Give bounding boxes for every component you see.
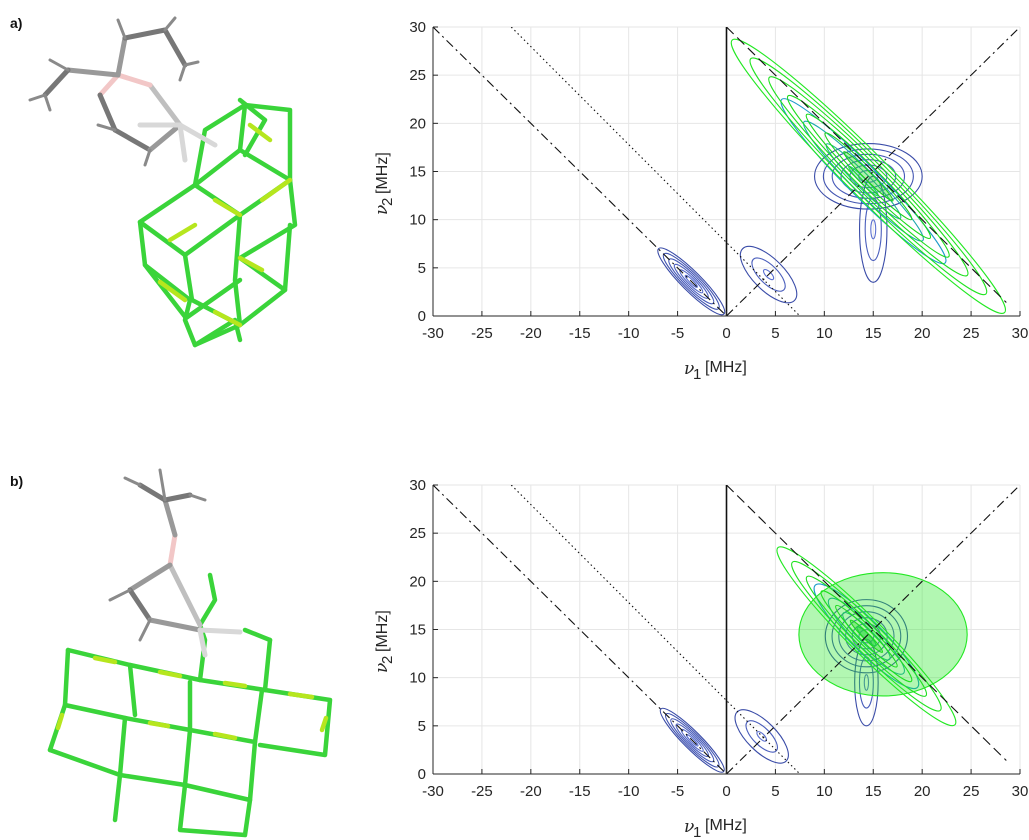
contour-ring-a-5-4 [805, 113, 932, 240]
contour-ring-b-2-0 [824, 599, 909, 674]
y-axis-symbol-a: ν [372, 205, 392, 215]
y-tick-label-a-3: 15 [409, 164, 426, 181]
x-axis-symbol-b: ν [684, 817, 694, 837]
reference-line-dotted-a-3 [510, 27, 801, 316]
x-tick-label-b-5: -5 [671, 783, 684, 800]
y-tick-labels-b: 0 5 10 15 20 25 30 [409, 477, 426, 783]
reference-line-dotted-b-3 [510, 485, 801, 774]
x-tick-label-a-6: 0 [722, 325, 730, 342]
reference-line-dash-dot-b-0 [433, 485, 727, 774]
x-tick-label-a-12: 30 [1012, 325, 1029, 342]
panel-label-b: b) [10, 473, 23, 489]
y-tick-label-a-0: 0 [418, 308, 426, 325]
y-axis-unit-b: [MHz] [374, 610, 391, 652]
molecule-illustration-a [28, 16, 298, 348]
y-tick-label-a-1: 5 [418, 260, 426, 277]
spectrum-plot-b: -30 -25 -20 -15 -10 -5 0 5 10 15 20 25 30 0 5 10 15 20 25… [372, 477, 1028, 840]
x-tick-label-a-10: 20 [914, 325, 931, 342]
x-axis-unit-a: [MHz] [705, 359, 747, 376]
y-tick-label-b-5: 25 [409, 525, 426, 542]
x-tick-label-a-3: -15 [569, 325, 591, 342]
x-tick-label-b-11: 25 [963, 783, 980, 800]
reference-lines-b [433, 485, 1020, 774]
contour-ring-a-3-1 [864, 197, 882, 262]
x-tick-label-b-10: 20 [914, 783, 931, 800]
contour-feature-a-5 [730, 38, 1006, 314]
x-tick-label-b-6: 0 [722, 783, 730, 800]
x-axis-subscript-b: 1 [693, 824, 701, 840]
x-tick-label-b-1: -25 [471, 783, 493, 800]
contour-ring-a-0-0 [657, 247, 726, 316]
x-tick-label-b-4: -10 [618, 783, 640, 800]
x-tick-label-b-9: 15 [865, 783, 882, 800]
contour-ring-b-2-5 [858, 629, 875, 644]
contour-ring-a-2-3 [840, 159, 897, 194]
contour-feature-b-6 [798, 572, 968, 697]
contour-ring-b-5-3 [820, 590, 913, 683]
x-tick-label-b-12: 30 [1012, 783, 1029, 800]
reference-line-dashed-a-2 [726, 27, 1007, 303]
y-tick-label-a-2: 10 [409, 212, 426, 229]
x-tick-label-a-5: -5 [671, 325, 684, 342]
y-tick-label-b-3: 15 [409, 622, 426, 639]
axes-b [432, 484, 1021, 775]
reference-line-dashed-b-2 [726, 485, 1007, 761]
reference-line-dash-dot-b-1 [726, 485, 1020, 774]
contour-ring-a-1-1 [751, 257, 786, 292]
contours-b [659, 546, 968, 773]
x-axis-subscript-a: 1 [693, 366, 701, 383]
x-tick-label-a-4: -10 [618, 325, 640, 342]
axes-a [432, 26, 1021, 317]
molecule-illustration-b [47, 468, 333, 838]
x-tick-label-a-9: 15 [865, 325, 882, 342]
contour-ring-b-1-1 [745, 720, 778, 753]
x-tick-label-b-2: -20 [520, 783, 542, 800]
x-tick-label-a-8: 10 [816, 325, 833, 342]
x-tick-label-a-0: -30 [422, 325, 444, 342]
x-tick-label-b-7: 5 [771, 783, 779, 800]
contour-ring-b-0-0 [659, 707, 725, 773]
y-axis-unit-a: [MHz] [374, 152, 391, 194]
y-tick-label-a-6: 30 [409, 19, 426, 36]
x-tick-label-b-0: -30 [422, 783, 444, 800]
y-tick-label-b-1: 5 [418, 718, 426, 735]
contour-ring-b-3-2 [863, 674, 870, 691]
x-axis-unit-b: [MHz] [705, 817, 747, 834]
contour-ring-a-0-5 [684, 274, 698, 288]
y-tick-label-a-5: 25 [409, 67, 426, 84]
panel-label-a: a) [10, 15, 22, 31]
y-tick-labels-a: 0 5 10 15 20 25 30 [409, 19, 426, 325]
y-tick-label-a-4: 20 [409, 115, 426, 132]
y-axis-subscript-b: 2 [379, 656, 396, 664]
reference-line-dash-dot-a-1 [726, 27, 1020, 316]
y-tick-label-b-0: 0 [418, 766, 426, 783]
y-axis-symbol-b: ν [372, 663, 392, 673]
y-axis-subscript-a: 2 [379, 198, 396, 206]
x-tick-labels-a: -30 -25 -20 -15 -10 -5 0 5 10 15 20 25 30 [422, 325, 1028, 342]
x-axis-symbol-a: ν [684, 359, 694, 379]
contour-ring-b-2-1 [831, 605, 902, 668]
x-tick-labels-b: -30 -25 -20 -15 -10 -5 0 5 10 15 20 25 30 [422, 783, 1028, 800]
x-tick-label-a-2: -20 [520, 325, 542, 342]
x-tick-label-a-1: -25 [471, 325, 493, 342]
y-tick-label-b-4: 20 [409, 573, 426, 590]
reference-line-dash-dot-a-0 [433, 27, 727, 316]
x-tick-label-a-11: 25 [963, 325, 980, 342]
contour-ring-b-6-0 [798, 572, 968, 697]
y-tick-label-b-6: 30 [409, 477, 426, 494]
reference-lines-a [433, 27, 1020, 316]
contour-ring-b-3-0 [854, 638, 879, 727]
contours-a [657, 38, 1006, 316]
spectrum-plot-a: -30 -25 -20 -15 -10 -5 0 5 10 15 20 25 30 0 5 10 15 20 25… [372, 19, 1028, 383]
x-tick-label-a-7: 5 [771, 325, 779, 342]
contour-ring-a-3-2 [870, 219, 877, 240]
contour-ring-a-2-0 [813, 143, 923, 210]
x-tick-label-b-8: 10 [816, 783, 833, 800]
x-tick-label-b-3: -15 [569, 783, 591, 800]
y-tick-label-b-2: 10 [409, 670, 426, 687]
